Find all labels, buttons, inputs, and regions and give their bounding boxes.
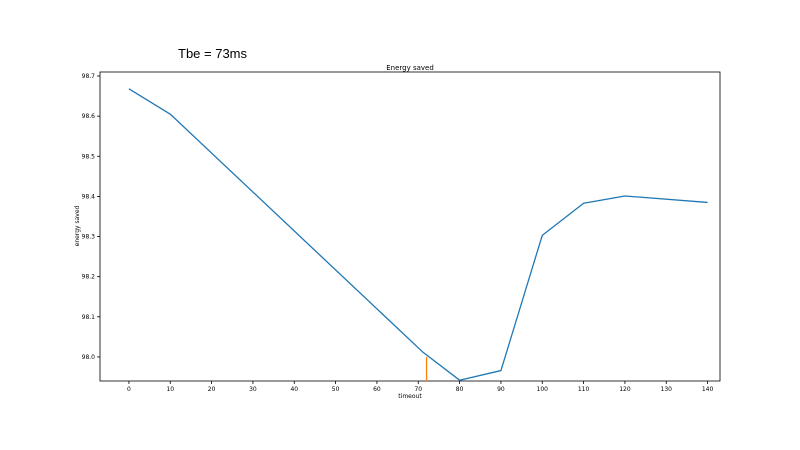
energy-saved-line xyxy=(128,88,708,381)
y-tick-label: 98.0 xyxy=(82,354,96,361)
y-tick-label: 98.4 xyxy=(82,193,96,200)
plot-frame xyxy=(99,71,721,382)
x-axis-ticks: 0 10 20 30 40 50 60 70 80 90 100 110 120 130 140 xyxy=(127,381,714,393)
x-tick-label: 60 xyxy=(373,386,381,393)
x-tick-label: 70 xyxy=(414,386,422,393)
y-tick-label: 98.2 xyxy=(82,274,96,281)
x-tick-label: 110 xyxy=(578,386,590,393)
annotation-text: Tbe = 73ms xyxy=(178,46,248,61)
x-tick-label: 80 xyxy=(456,386,464,393)
x-tick-label: 0 xyxy=(127,386,131,393)
y-tick-label: 98.1 xyxy=(82,314,96,321)
x-tick-label: 140 xyxy=(702,386,714,393)
x-tick-label: 10 xyxy=(166,386,174,393)
x-tick-label: 90 xyxy=(497,386,505,393)
chart-title: Energy saved xyxy=(386,64,434,72)
x-tick-label: 50 xyxy=(332,386,340,393)
y-tick-label: 98.5 xyxy=(82,153,96,160)
y-axis-ticks: 98.0 98.1 98.2 98.3 98.4 98.5 98.6 98.7 xyxy=(82,73,100,361)
x-tick-label: 100 xyxy=(537,386,549,393)
y-axis-label: energy saved xyxy=(74,205,81,246)
x-tick-label: 40 xyxy=(290,386,298,393)
x-tick-label: 130 xyxy=(661,386,673,393)
y-tick-label: 98.3 xyxy=(82,234,96,241)
x-tick-label: 20 xyxy=(208,386,216,393)
series-layer xyxy=(128,88,708,381)
y-tick-label: 98.6 xyxy=(82,113,96,120)
x-axis-label: timeout xyxy=(398,393,422,400)
y-tick-label: 98.7 xyxy=(82,73,96,80)
x-tick-label: 120 xyxy=(619,386,631,393)
x-tick-label: 30 xyxy=(249,386,257,393)
